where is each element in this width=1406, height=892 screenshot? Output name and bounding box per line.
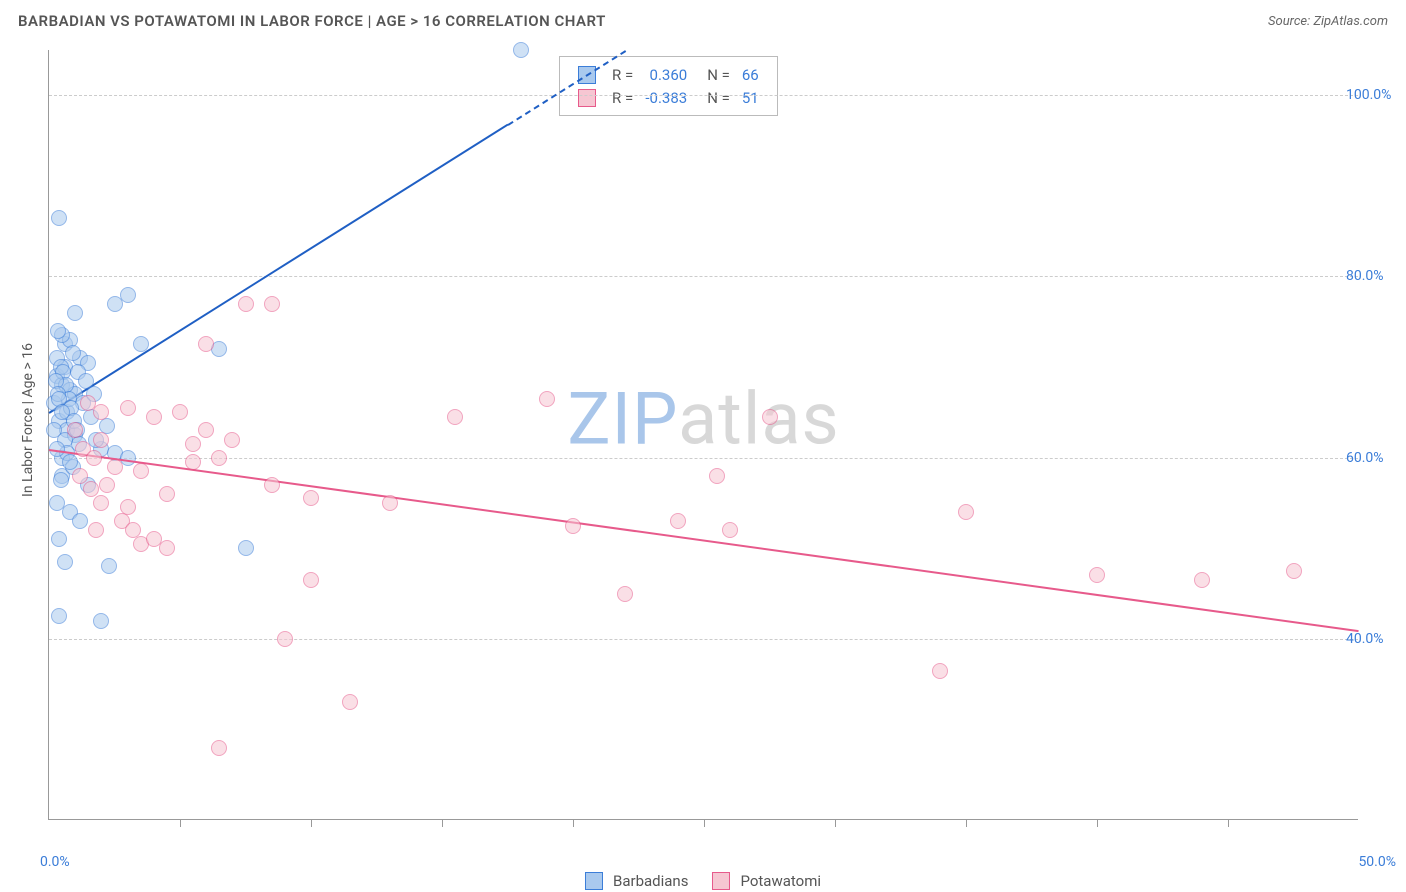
data-point [958,504,974,520]
legend-swatch [585,872,603,890]
data-point [133,463,149,479]
data-point [51,210,67,226]
data-point [211,450,227,466]
data-point [120,287,136,303]
data-point [65,345,81,361]
y-tick-label: 80.0% [1346,268,1406,284]
data-point [932,663,948,679]
data-point [382,495,398,511]
data-point [709,468,725,484]
data-point [107,459,123,475]
series-legend: Barbadians Potawatomi [585,872,821,890]
data-point [67,305,83,321]
x-tick-label-max: 50.0% [1358,854,1396,870]
gridline [49,458,1358,459]
scatter-chart: ZIPatlas R =0.360N =66R =-0.383N =51 40.… [48,50,1358,820]
data-point [93,613,109,629]
data-point [72,468,88,484]
x-tick [704,819,705,827]
data-point [539,391,555,407]
data-point [1194,572,1210,588]
data-point [51,531,67,547]
x-tick [835,819,836,827]
data-point [565,518,581,534]
data-point [264,296,280,312]
data-point [146,531,162,547]
data-point [617,586,633,602]
source-credit: Source: ZipAtlas.com [1268,14,1388,29]
trendline [48,124,508,414]
data-point [303,572,319,588]
data-point [99,477,115,493]
data-point [277,631,293,647]
data-point [93,432,109,448]
gridline [49,639,1358,640]
data-point [72,513,88,529]
data-point [1286,563,1302,579]
data-point [125,522,141,538]
data-point [50,323,66,339]
data-point [86,450,102,466]
data-point [133,336,149,352]
data-point [93,404,109,420]
data-point [211,740,227,756]
legend-swatch [712,872,730,890]
data-point [57,554,73,570]
x-tick [311,819,312,827]
data-point [101,558,117,574]
data-point [53,472,69,488]
data-point [46,422,62,438]
data-point [146,409,162,425]
x-tick [1228,819,1229,827]
data-point [185,436,201,452]
y-tick-label: 60.0% [1346,450,1406,466]
data-point [238,296,254,312]
x-tick [180,819,181,827]
gridline [49,276,1358,277]
data-point [762,409,778,425]
gridline [49,95,1358,96]
data-point [722,522,738,538]
data-point [1089,567,1105,583]
stats-legend: R =0.360N =66R =-0.383N =51 [559,56,778,116]
x-tick [1097,819,1098,827]
x-tick [966,819,967,827]
data-point [224,432,240,448]
watermark: ZIPatlas [567,377,839,462]
legend-label: Barbadians [613,872,688,890]
data-point [88,522,104,538]
data-point [51,608,67,624]
legend-label: Potawatomi [740,872,821,890]
chart-title: BARBADIAN VS POTAWATOMI IN LABOR FORCE |… [18,12,606,30]
y-tick-label: 40.0% [1346,631,1406,647]
data-point [159,486,175,502]
data-point [447,409,463,425]
data-point [238,540,254,556]
data-point [120,400,136,416]
x-tick [442,819,443,827]
legend-item: Potawatomi [712,872,821,890]
data-point [83,481,99,497]
data-point [198,422,214,438]
x-tick-label-min: 0.0% [40,854,70,870]
data-point [172,404,188,420]
data-point [185,454,201,470]
data-point [159,540,175,556]
y-axis-label: In Labor Force | Age > 16 [20,343,36,497]
stats-row: R =-0.383N =51 [572,86,765,109]
data-point [670,513,686,529]
data-point [264,477,280,493]
data-point [198,336,214,352]
data-point [303,490,319,506]
data-point [342,694,358,710]
data-point [54,404,70,420]
data-point [513,42,529,58]
x-tick [573,819,574,827]
data-point [93,495,109,511]
legend-item: Barbadians [585,872,688,890]
data-point [67,422,83,438]
y-tick-label: 100.0% [1346,87,1406,103]
